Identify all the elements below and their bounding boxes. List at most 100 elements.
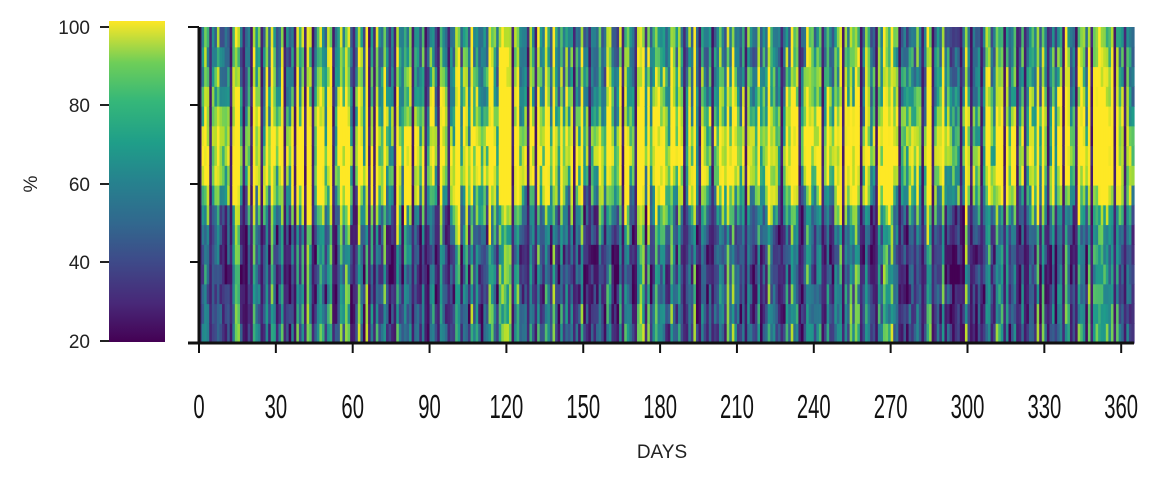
heatmap-cell — [672, 66, 677, 87]
heatmap-cell — [199, 224, 203, 245]
heatmap-cell — [890, 244, 894, 265]
heatmap-cell — [667, 46, 671, 68]
heatmap-cell — [524, 125, 528, 147]
heatmap-cell — [237, 244, 241, 265]
heatmap-cell — [301, 283, 305, 305]
heatmap-cell — [795, 165, 800, 186]
heatmap-cell — [327, 46, 331, 68]
heatmap-cell — [334, 125, 338, 147]
heatmap-cell — [532, 46, 536, 68]
heatmap-cell — [516, 264, 520, 285]
heatmap-cell — [350, 204, 354, 226]
heatmap-cell — [977, 165, 981, 186]
heatmap-cell — [941, 185, 946, 206]
heatmap-cell — [944, 283, 948, 305]
heatmap-cell — [275, 224, 280, 245]
heatmap-cell — [524, 106, 528, 127]
heatmap-cell — [929, 27, 933, 48]
heatmap-cell — [263, 244, 267, 265]
heatmap-cell — [665, 185, 669, 206]
heatmap-cell — [570, 185, 574, 206]
heatmap-cell — [916, 106, 920, 127]
heatmap-cell — [334, 264, 338, 285]
heatmap-cell — [542, 46, 546, 68]
heatmap-cell — [670, 244, 674, 265]
heatmap-cell — [360, 27, 364, 48]
heatmap-cell — [439, 165, 443, 186]
heatmap-cell — [708, 145, 712, 166]
heatmap-cell — [806, 46, 810, 68]
heatmap-cell — [593, 86, 597, 107]
heatmap-cell — [467, 46, 472, 68]
heatmap-cell — [908, 46, 912, 68]
heatmap-cell — [847, 244, 851, 265]
heatmap-cell — [516, 204, 520, 226]
heatmap-cell — [250, 125, 254, 147]
heatmap-cell — [970, 86, 974, 107]
heatmap-cell — [906, 165, 910, 186]
heatmap-cell — [936, 283, 940, 305]
heatmap-cell — [588, 323, 592, 344]
heatmap-cell — [222, 66, 226, 87]
heatmap-cell — [726, 145, 730, 166]
heatmap-cell — [616, 283, 620, 305]
heatmap-cell — [724, 27, 728, 48]
heatmap-cell — [403, 264, 408, 285]
heatmap-cell — [570, 165, 574, 186]
heatmap-cell — [903, 145, 907, 166]
heatmap-cell — [275, 283, 280, 305]
heatmap-cell — [403, 244, 408, 265]
heatmap-cell — [970, 185, 974, 206]
heatmap-cell — [368, 303, 372, 324]
heatmap-cell — [721, 204, 725, 226]
heatmap-cell — [870, 204, 874, 226]
heatmap-cell — [593, 283, 597, 305]
heatmap-cell — [785, 106, 789, 127]
heatmap-cell — [437, 224, 441, 245]
heatmap-cell — [567, 27, 572, 48]
heatmap-cell — [847, 145, 851, 166]
heatmap-cell — [644, 264, 648, 285]
heatmap-cell — [970, 303, 974, 324]
heatmap-cell — [939, 66, 943, 87]
heatmap-cell — [350, 66, 354, 87]
heatmap-cell — [631, 66, 636, 87]
heatmap-cell — [695, 204, 700, 226]
heatmap-cell — [242, 125, 246, 147]
heatmap-cell — [865, 125, 869, 147]
heatmap-cell — [411, 27, 415, 48]
heatmap-cell — [339, 303, 344, 324]
heatmap-cell — [519, 145, 523, 166]
heatmap-cell — [800, 66, 805, 87]
heatmap-cell — [760, 264, 764, 285]
heatmap-cell — [329, 145, 333, 166]
heatmap-cell — [575, 323, 579, 344]
heatmap-cell — [964, 185, 969, 206]
heatmap-cell — [747, 66, 751, 87]
heatmap-cell — [644, 125, 648, 147]
heatmap-cell — [662, 106, 666, 127]
heatmap-cell — [444, 145, 449, 166]
heatmap-cell — [626, 185, 630, 206]
heatmap-cell — [245, 145, 249, 166]
heatmap-cell — [775, 323, 779, 344]
heatmap-cell — [962, 204, 966, 226]
heatmap-cell — [621, 283, 625, 305]
heatmap-cell — [580, 27, 584, 48]
heatmap-cell — [903, 303, 907, 324]
heatmap-cell — [719, 204, 723, 226]
heatmap-cell — [982, 86, 987, 107]
heatmap-cell — [972, 86, 976, 107]
heatmap-cell — [749, 66, 753, 87]
heatmap-cell — [660, 264, 664, 285]
heatmap-cell — [342, 323, 346, 344]
heatmap-cell — [847, 27, 851, 48]
heatmap-cell — [742, 106, 746, 127]
heatmap-cell — [242, 165, 246, 186]
heatmap-cell — [373, 204, 377, 226]
heatmap-cell — [360, 264, 364, 285]
heatmap-cell — [373, 165, 377, 186]
heatmap-cell — [754, 86, 759, 107]
heatmap-cell — [539, 204, 543, 226]
heatmap-cell — [370, 125, 374, 147]
